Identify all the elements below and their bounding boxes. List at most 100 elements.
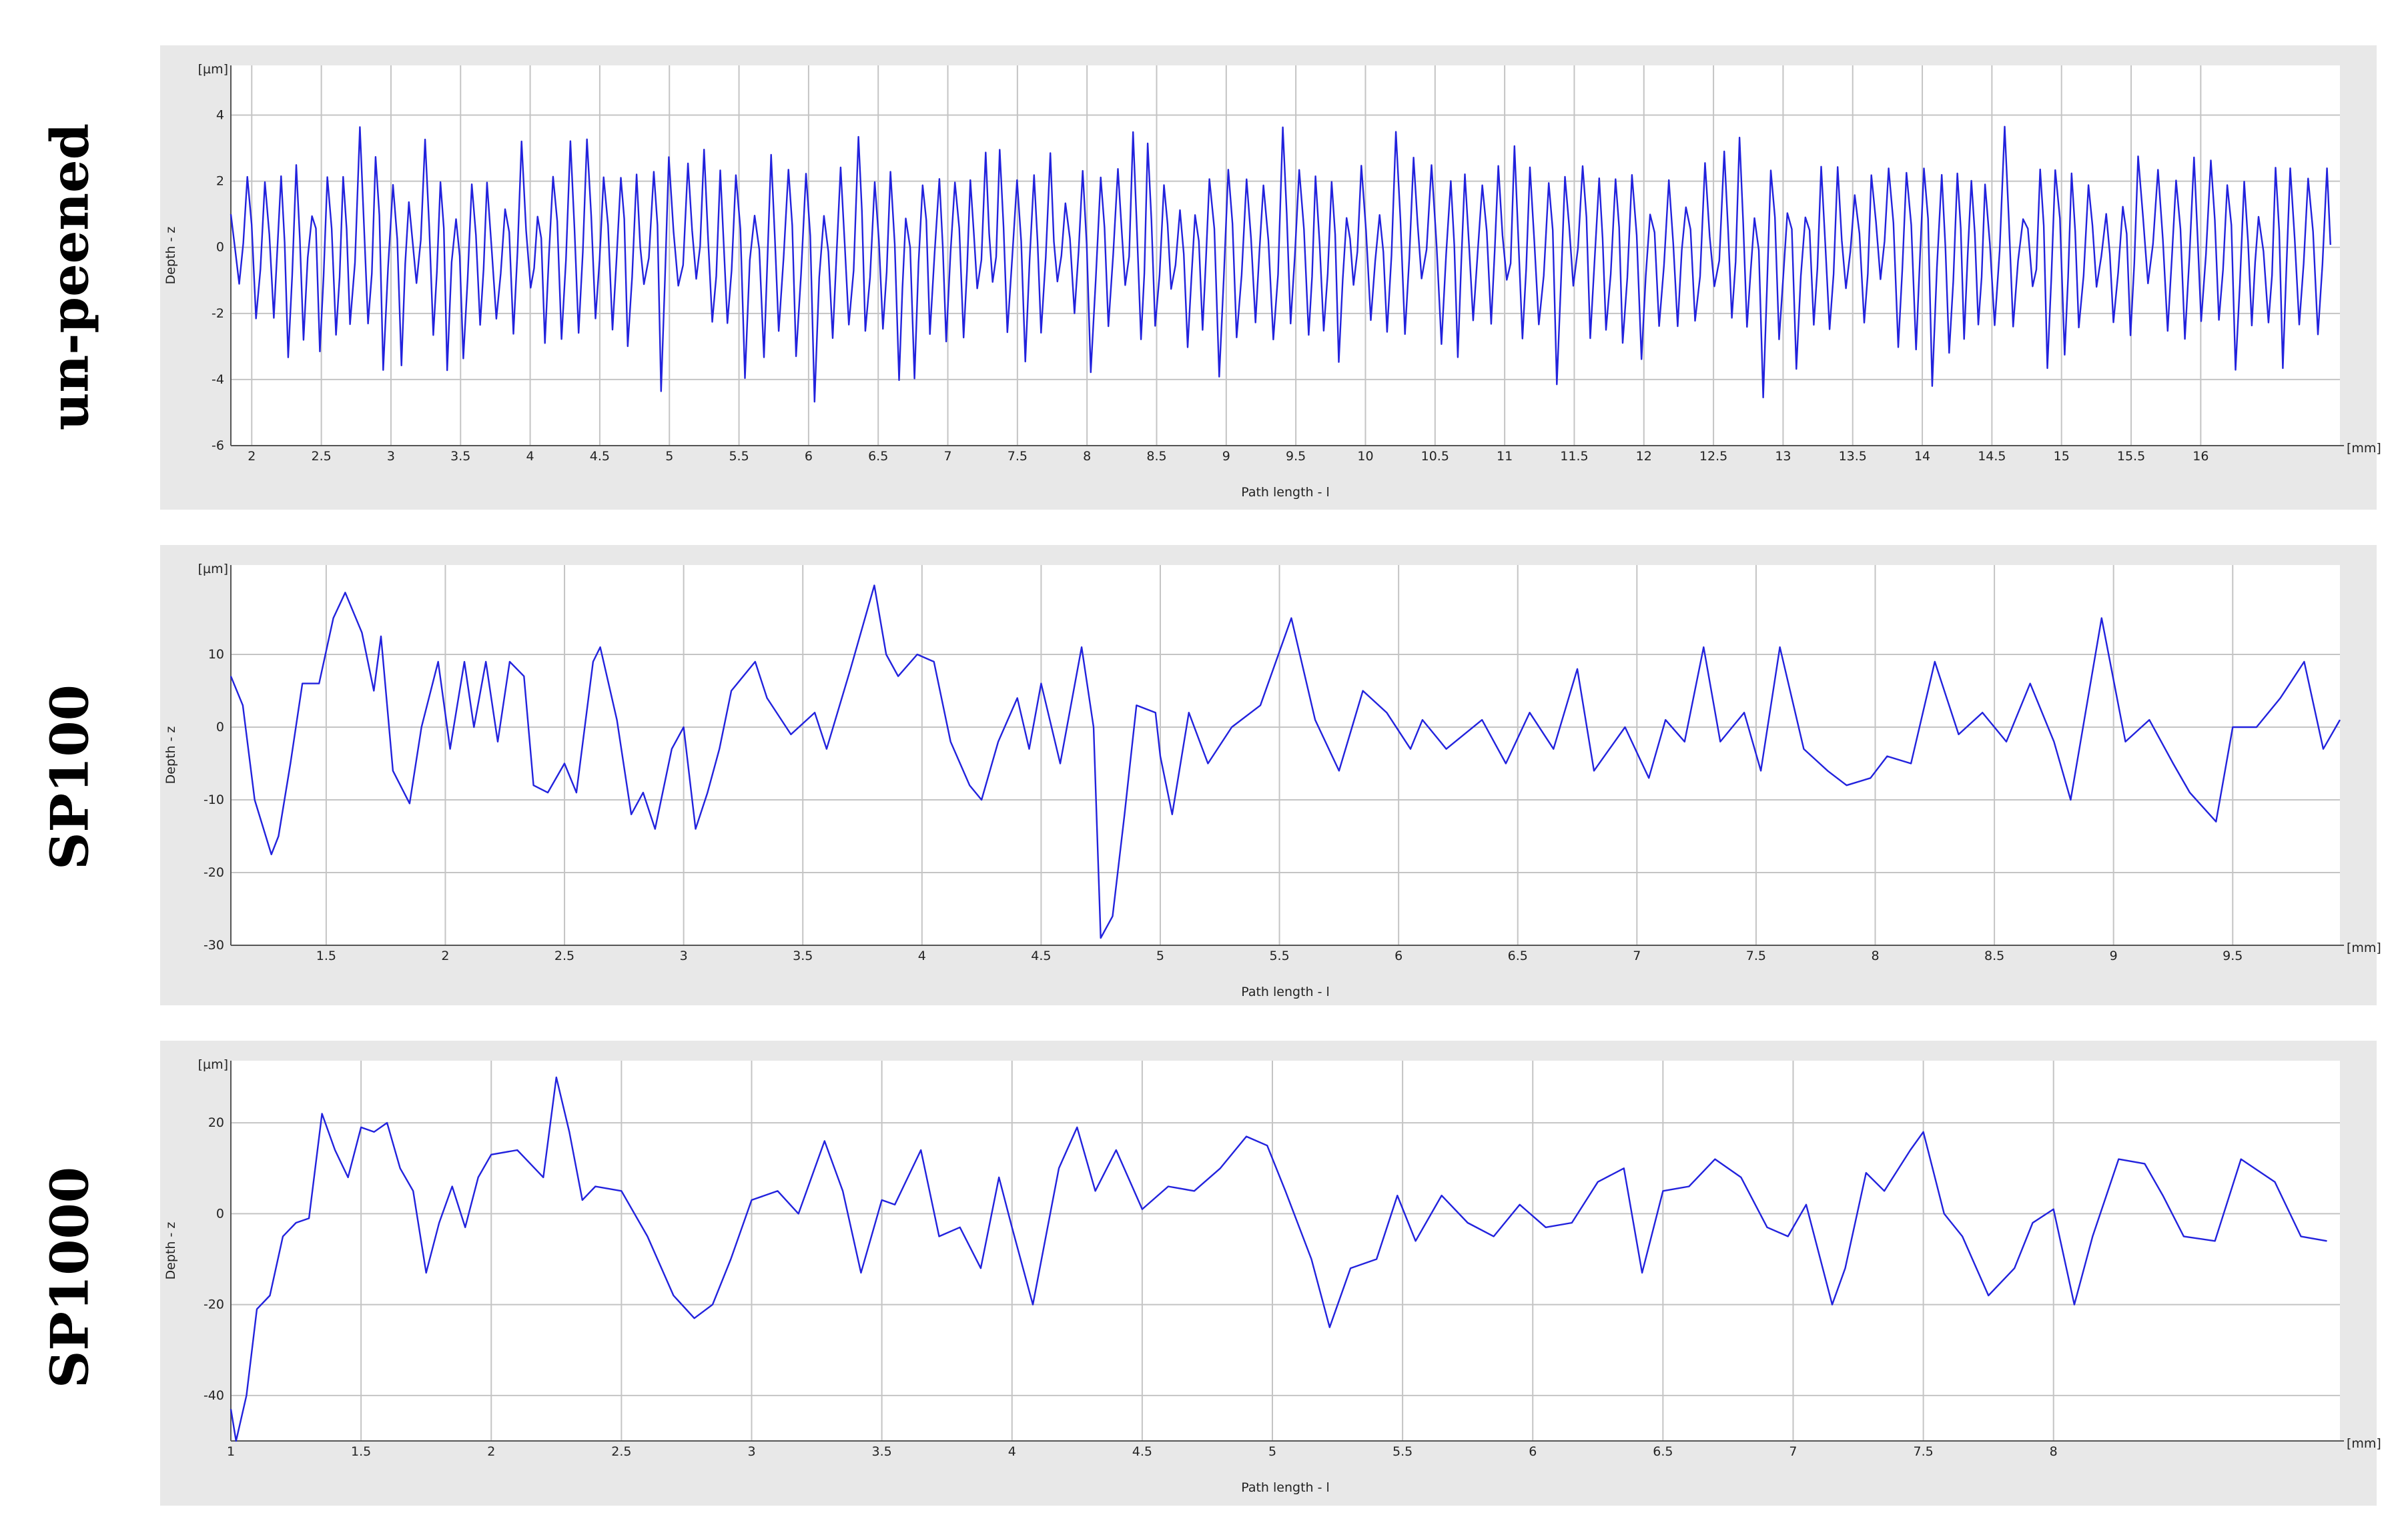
row-label-sp1000: SP1000 xyxy=(39,1166,101,1389)
profile-series-line xyxy=(230,1076,2327,1442)
x-tick-label: 6.5 xyxy=(1653,1444,1673,1459)
x-tick-label: 3 xyxy=(747,1444,755,1459)
x-tick-label: 4.5 xyxy=(1031,949,1051,963)
x-tick-label: 9.5 xyxy=(2223,949,2243,963)
x-tick-label: 9.5 xyxy=(1286,449,1306,464)
x-tick-label: 1.5 xyxy=(316,949,336,963)
x-tick-label: 3.5 xyxy=(450,449,470,464)
y-tick-label: 4 xyxy=(216,108,224,123)
profile-series-line xyxy=(230,125,2331,403)
x-tick-label: 10 xyxy=(1357,449,1373,464)
x-tick-label: 15 xyxy=(2054,449,2070,464)
x-tick-label: 3.5 xyxy=(793,949,813,963)
profile-series-line xyxy=(230,584,2341,939)
x-tick-label: 5.5 xyxy=(729,449,749,464)
x-tick-label: 2.5 xyxy=(611,1444,631,1459)
row-label-unpeened: un-peened xyxy=(39,123,101,431)
gridlines xyxy=(231,565,2340,946)
x-tick-label: 3 xyxy=(387,449,395,464)
x-tick-label: 4.5 xyxy=(590,449,610,464)
row-label-sp100: SP100 xyxy=(39,684,101,870)
x-tick-label: 6 xyxy=(1394,949,1402,963)
y-axis-title: Depth - z xyxy=(163,227,178,285)
x-tick-label: 9 xyxy=(2110,949,2118,963)
x-tick-label: 8 xyxy=(2050,1444,2058,1459)
plot-area-sp100 xyxy=(231,565,2340,945)
plot-area-sp1000 xyxy=(231,1061,2340,1441)
y-axis-title: Depth - z xyxy=(163,1222,178,1280)
x-tick-label: 5 xyxy=(1156,949,1164,963)
x-tick-label: 6.5 xyxy=(868,449,888,464)
x-tick-label: 7 xyxy=(943,449,951,464)
y-tick-label: 0 xyxy=(216,240,224,255)
profile-chart-unpeened: 2 2.5 3 3.5 4 4.5 5 5.5 6 6.5 7 7.5 8 8.5 9 9.5 10 10.5 11… xyxy=(163,62,2381,500)
chart-panel-sp100: 1.5 2 2.5 3 3.5 4 4.5 5 5.5 6 6.5 7 7.5 8 8.5 9 9.5 10 0 -1… xyxy=(160,545,2381,1005)
x-tick-label: 11 xyxy=(1497,449,1513,464)
x-tick-label: 16 xyxy=(2192,449,2209,464)
x-tick-label: 8 xyxy=(1871,949,1879,963)
x-tick-label: 7 xyxy=(1633,949,1641,963)
x-tick-label: 14.5 xyxy=(1978,449,2006,464)
y-axis-title: Depth - z xyxy=(163,726,178,785)
y-tick-label: -20 xyxy=(204,1298,224,1312)
chart-panel-sp1000: 1 1.5 2 2.5 3 3.5 4 4.5 5 5.5 6 6.5 7 7.5 8 20 0 -20 -40 [µ… xyxy=(160,1041,2381,1506)
x-tick-label: 8 xyxy=(1083,449,1091,464)
x-tick-label: 5 xyxy=(665,449,673,464)
x-axis-title: Path length - l xyxy=(1241,1480,1330,1495)
x-tick-label: 6.5 xyxy=(1508,949,1528,963)
y-tick-label: 20 xyxy=(208,1115,224,1130)
x-tick-label: 4 xyxy=(526,449,534,464)
y-tick-label: 0 xyxy=(216,720,224,734)
y-tick-label: -4 xyxy=(212,372,224,387)
x-tick-label: 11.5 xyxy=(1560,449,1588,464)
x-tick-label: 7.5 xyxy=(1746,949,1766,963)
x-axis-title: Path length - l xyxy=(1241,485,1330,500)
y-tick-label: -2 xyxy=(212,306,224,321)
x-tick-label: 7 xyxy=(1789,1444,1797,1459)
x-tick-label: 5 xyxy=(1268,1444,1276,1459)
x-tick-label: 2 xyxy=(248,449,256,464)
y-unit-label: [µm] xyxy=(198,562,228,576)
y-unit-label: [µm] xyxy=(198,1057,228,1072)
x-tick-label: 1.5 xyxy=(351,1444,371,1459)
x-unit-label: [mm] xyxy=(2347,441,2381,456)
x-tick-label: 12.5 xyxy=(1699,449,1727,464)
x-tick-label: 10.5 xyxy=(1421,449,1449,464)
y-tick-label: 0 xyxy=(216,1206,224,1221)
y-tick-label: -6 xyxy=(212,438,224,453)
x-axis-title: Path length - l xyxy=(1241,985,1330,999)
y-tick-label: -20 xyxy=(204,865,224,880)
y-tick-label: -40 xyxy=(204,1388,224,1403)
x-tick-label: 6 xyxy=(805,449,813,464)
x-tick-label: 2 xyxy=(441,949,449,963)
x-tick-label: 1 xyxy=(227,1444,235,1459)
y-unit-label: [µm] xyxy=(198,62,228,77)
gridlines xyxy=(230,1061,2340,1441)
x-tick-label: 2.5 xyxy=(554,949,574,963)
gridlines xyxy=(231,65,2340,446)
x-unit-label: [mm] xyxy=(2347,1436,2381,1451)
x-unit-label: [mm] xyxy=(2347,941,2381,955)
x-tick-label: 4.5 xyxy=(1132,1444,1152,1459)
profile-chart-sp100: 1.5 2 2.5 3 3.5 4 4.5 5 5.5 6 6.5 7 7.5 8 8.5 9 9.5 10 0 -1… xyxy=(163,562,2381,999)
x-tick-label: 4 xyxy=(1008,1444,1016,1459)
x-tick-label: 13.5 xyxy=(1839,449,1867,464)
x-tick-label: 8.5 xyxy=(1984,949,2004,963)
x-tick-label: 2.5 xyxy=(312,449,332,464)
x-tick-label: 3.5 xyxy=(872,1444,892,1459)
x-tick-label: 15.5 xyxy=(2117,449,2145,464)
x-tick-label: 9 xyxy=(1222,449,1230,464)
y-tick-label: 2 xyxy=(216,174,224,189)
x-tick-label: 7.5 xyxy=(1008,449,1028,464)
y-tick-label: -10 xyxy=(204,793,224,807)
x-tick-label: 7.5 xyxy=(1913,1444,1933,1459)
y-tick-label: -30 xyxy=(204,938,224,953)
chart-panel-unpeened: 2 2.5 3 3.5 4 4.5 5 5.5 6 6.5 7 7.5 8 8.5 9 9.5 10 10.5 11… xyxy=(160,45,2381,510)
x-tick-label: 5.5 xyxy=(1392,1444,1413,1459)
x-tick-label: 13 xyxy=(1775,449,1791,464)
y-tick-label: 10 xyxy=(208,647,224,662)
x-tick-label: 8.5 xyxy=(1146,449,1166,464)
x-tick-label: 14 xyxy=(1914,449,1930,464)
x-tick-label: 6 xyxy=(1529,1444,1537,1459)
x-tick-label: 5.5 xyxy=(1269,949,1289,963)
